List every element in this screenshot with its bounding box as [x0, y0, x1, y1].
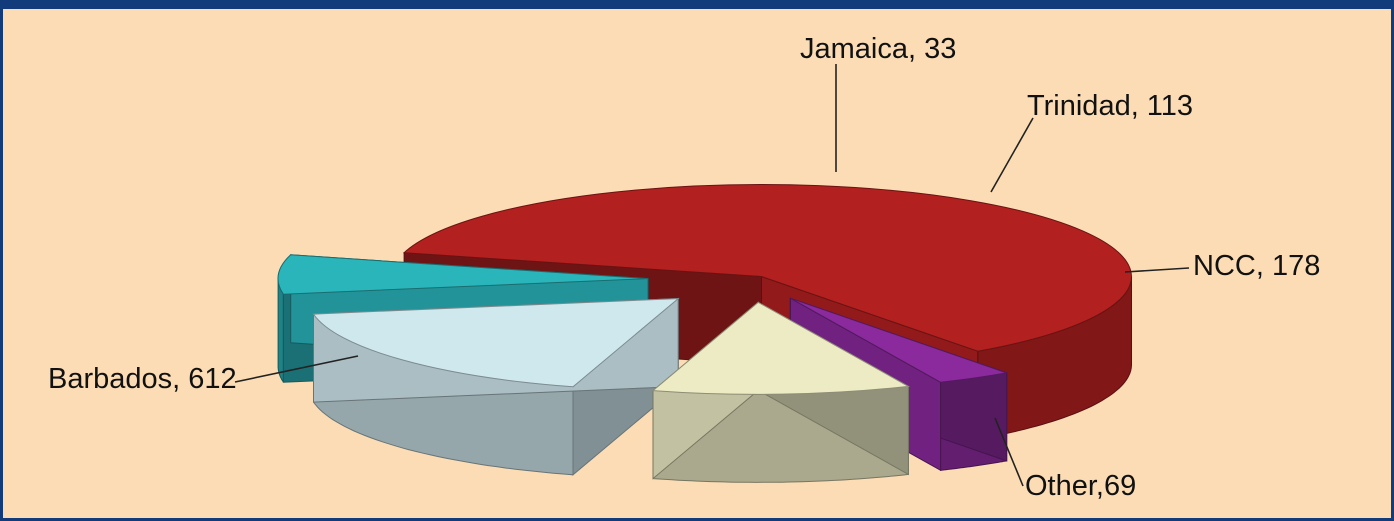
slice-top-jamaica: [790, 297, 1009, 383]
label-other: Other,69: [1025, 470, 1136, 502]
pie-chart: Barbados, 612 Jamaica, 33 Trinidad, 113 NCC…: [48, 33, 1320, 502]
slice-side-other: [277, 278, 284, 383]
label-barbados: Barbados, 612: [48, 363, 237, 395]
leader-line-other: [994, 417, 1024, 487]
label-trinidad: Trinidad, 113: [1027, 90, 1193, 122]
label-ncc: NCC, 178: [1193, 250, 1320, 282]
slice-top-trinidad: [651, 301, 911, 395]
leader-line-ncc: [1124, 267, 1190, 273]
slice-top-other: [277, 254, 649, 295]
top-bar: [3, 0, 1391, 9]
leader-line-barbados: [234, 355, 359, 383]
leader-line-trinidad: [990, 117, 1034, 193]
slice-top-ncc: [312, 298, 680, 388]
slice-ncc: [312, 297, 680, 476]
label-jamaica: Jamaica, 33: [800, 33, 956, 65]
slice-top-barbados: [402, 184, 1132, 352]
slice-trinidad: [651, 301, 911, 483]
